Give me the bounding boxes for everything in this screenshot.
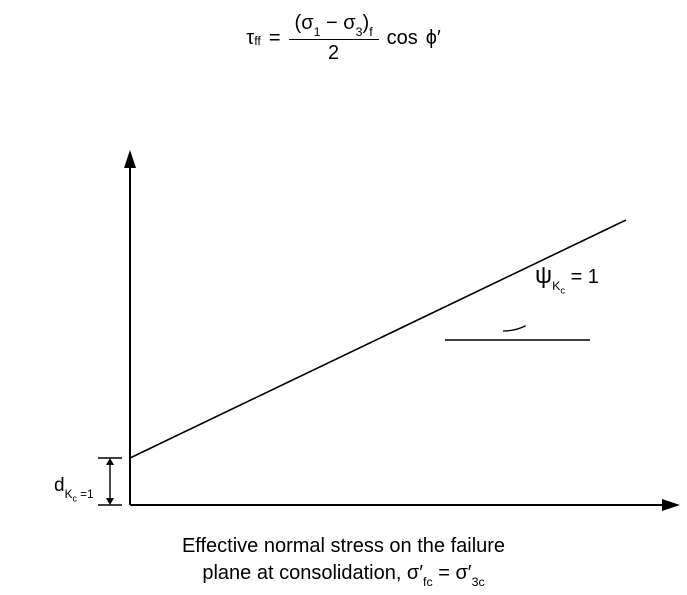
angle-eq: = 1 bbox=[565, 266, 599, 288]
denominator: 2 bbox=[328, 40, 339, 65]
angle-sub-c: c bbox=[560, 285, 565, 295]
chart-svg bbox=[30, 80, 670, 510]
x-label-sub1: fc bbox=[423, 575, 433, 589]
x-label-line1: Effective normal stress on the failure bbox=[182, 535, 505, 557]
chart-area bbox=[30, 80, 670, 510]
fraction: (σ1 − σ3)f 2 bbox=[289, 12, 379, 65]
phi-symbol: ϕ′ bbox=[426, 27, 441, 50]
num-sub1: 1 bbox=[314, 25, 321, 39]
angle-sub: Kc bbox=[552, 279, 565, 293]
d-symbol: d bbox=[54, 475, 65, 496]
tau-symbol: τ bbox=[246, 27, 254, 50]
cos-text: cos bbox=[387, 27, 418, 50]
x-axis-label: Effective normal stress on the failure p… bbox=[0, 533, 687, 589]
num-part1: (σ bbox=[295, 12, 314, 34]
angle-label: ψKc = 1 bbox=[535, 262, 599, 293]
d-intercept-label: dKc =1 bbox=[54, 475, 94, 501]
x-label-mid: = σ′ bbox=[433, 562, 472, 584]
x-label-line2-pre: plane at consolidation, σ′ bbox=[202, 562, 423, 584]
num-sub3: f bbox=[369, 25, 372, 39]
tau-subscript: ff bbox=[254, 34, 261, 48]
num-sub2: 3 bbox=[356, 25, 363, 39]
x-label-sub2: 3c bbox=[472, 575, 485, 589]
equation: τff = (σ1 − σ3)f 2 cos ϕ′ bbox=[246, 12, 440, 65]
d-sub: Kc =1 bbox=[65, 488, 94, 501]
equation-row: τff = (σ1 − σ3)f 2 cos ϕ′ bbox=[0, 12, 687, 65]
equals-sign: = bbox=[269, 27, 281, 50]
equation-lhs: τff bbox=[246, 27, 261, 50]
psi-symbol: ψ bbox=[535, 262, 552, 289]
numerator: (σ1 − σ3)f bbox=[289, 12, 379, 40]
num-part2: − σ bbox=[320, 12, 355, 34]
d-eq: =1 bbox=[77, 488, 94, 501]
